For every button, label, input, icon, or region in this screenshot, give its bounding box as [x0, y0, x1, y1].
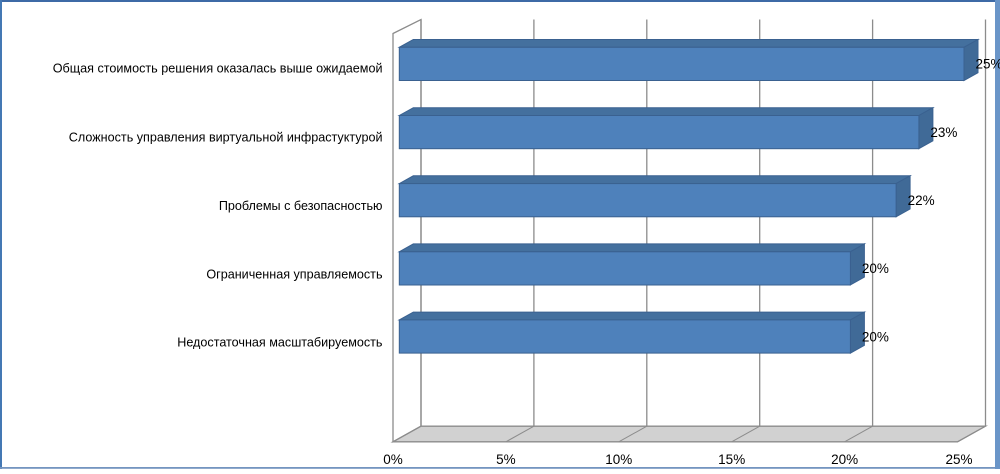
svg-text:25%: 25%: [945, 452, 972, 467]
svg-text:Проблемы с безопасностью: Проблемы с безопасностью: [219, 199, 383, 213]
svg-text:Недостаточная масштабируемость: Недостаточная масштабируемость: [177, 336, 383, 350]
svg-text:Ограниченная управляемость: Ограниченная управляемость: [206, 267, 383, 281]
svg-text:20%: 20%: [862, 329, 889, 344]
svg-text:20%: 20%: [862, 261, 889, 276]
svg-text:Сложность управления виртуальн: Сложность управления виртуальной инфраст…: [69, 130, 383, 144]
svg-text:0%: 0%: [383, 452, 403, 467]
svg-text:Общая стоимость решения оказал: Общая стоимость решения оказалась выше о…: [53, 62, 383, 76]
svg-text:20%: 20%: [831, 452, 858, 467]
svg-text:23%: 23%: [930, 125, 957, 140]
svg-text:5%: 5%: [496, 452, 516, 467]
svg-text:25%: 25%: [976, 57, 1000, 72]
svg-text:22%: 22%: [908, 193, 935, 208]
svg-text:15%: 15%: [718, 452, 745, 467]
svg-text:10%: 10%: [605, 452, 632, 467]
